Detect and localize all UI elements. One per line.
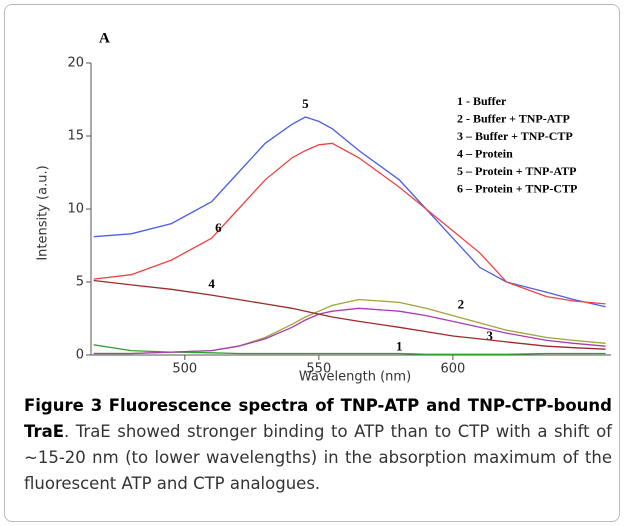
- chart: A Wavelength (nm) Intensity (a.u.) 0 5 10 1…: [36, 30, 611, 385]
- x-axis-label: Wavelength (nm): [299, 370, 411, 385]
- series-line: [93, 298, 606, 355]
- series-line: [93, 116, 606, 308]
- figure-card: A Wavelength (nm) Intensity (a.u.) 0 5 10 1…: [4, 4, 620, 522]
- curve-label: 5: [302, 96, 309, 111]
- curve-label: 6: [215, 220, 222, 235]
- x-tick-label: 600: [440, 362, 465, 377]
- series-line: [93, 279, 606, 350]
- series-line: [93, 307, 606, 355]
- legend-entry: 2 - Buffer + TNP-ATP: [457, 111, 570, 125]
- caption: Figure 3 Fluorescence spectra of TNP-ATP…: [24, 393, 612, 497]
- series-line: [93, 344, 606, 355]
- curve-label: 1: [396, 339, 403, 354]
- legend-entry: 1 - Buffer: [457, 94, 507, 108]
- curve-label: 2: [458, 297, 465, 312]
- caption-title: Fluorescence spectra of TNP-ATP and TNP-…: [24, 396, 612, 441]
- y-tick-label: 20: [67, 56, 84, 71]
- series-line: [93, 142, 606, 305]
- curve-label: 4: [208, 276, 215, 291]
- y-axis-label: Intensity (a.u.): [36, 165, 51, 260]
- legend-entry: 4 – Protein: [457, 146, 513, 160]
- y-tick-label: 0: [76, 348, 84, 363]
- x-tick-label: 500: [172, 362, 197, 377]
- panel-label: A: [99, 30, 110, 46]
- y-tick-label: 10: [67, 202, 84, 217]
- legend-entry: 6 – Protein + TNP-CTP: [457, 181, 577, 195]
- curve-label: 3: [486, 328, 493, 343]
- caption-text: . TraE showed stronger binding to ATP th…: [24, 422, 612, 493]
- legend-entry: 3 – Buffer + TNP-CTP: [457, 129, 573, 143]
- y-tick-label: 5: [76, 275, 84, 290]
- caption-label: Figure 3: [24, 396, 103, 415]
- y-tick-label: 15: [67, 129, 84, 144]
- legend-entry: 5 – Protein + TNP-ATP: [457, 164, 577, 178]
- x-tick-label: 550: [306, 362, 331, 377]
